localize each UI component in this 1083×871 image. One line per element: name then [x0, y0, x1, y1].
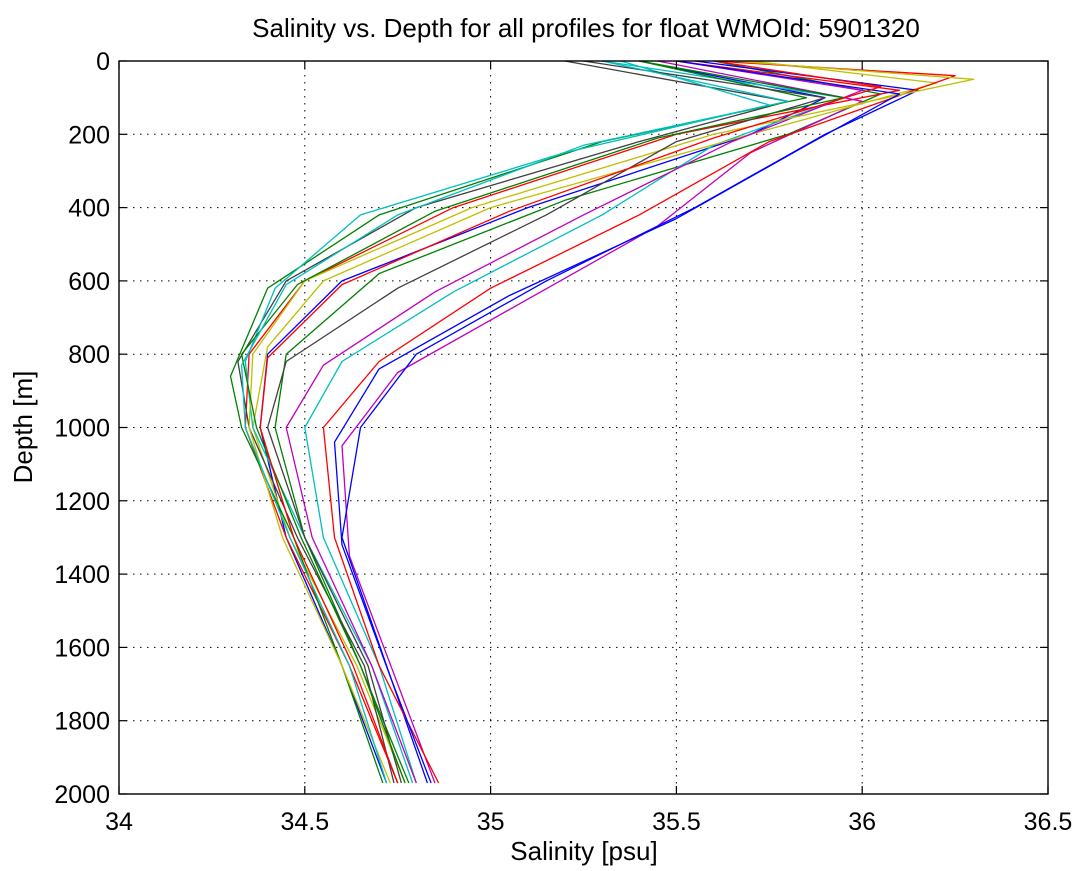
profile-line: [304, 60, 845, 784]
y-tick-label: 800: [68, 341, 110, 369]
y-tick-label: 2000: [54, 781, 110, 809]
y-tick-label: 600: [68, 268, 110, 296]
profile-line: [240, 60, 845, 784]
profile-line: [244, 60, 770, 784]
y-tick-label: 1600: [54, 634, 110, 662]
plot-area-frame: [118, 60, 1049, 795]
y-tick-label: 1800: [54, 708, 110, 736]
profile-line: [341, 60, 863, 784]
y-axis-label: Depth [m]: [8, 371, 38, 484]
x-tick-label: 35.5: [652, 808, 701, 836]
profile-line: [341, 60, 919, 784]
profile-line: [266, 60, 826, 784]
y-tick-label: 1400: [54, 561, 110, 589]
chart-title: Salinity vs. Depth for all profiles for …: [252, 13, 920, 43]
y-tick-label: 0: [96, 48, 110, 76]
y-tick-label: 1200: [54, 488, 110, 516]
grid-lines: [119, 61, 1048, 794]
profile-line: [322, 60, 956, 784]
x-tick-label: 35: [477, 808, 505, 836]
y-tick-label: 400: [68, 195, 110, 223]
profile-line: [240, 60, 789, 784]
profile-line: [244, 60, 901, 784]
profile-line: [285, 60, 863, 784]
y-tick-label: 1000: [54, 415, 110, 443]
profile-line: [237, 60, 789, 784]
profile-line: [333, 60, 901, 784]
axis-ticks: 34 34.5 35 35.5 36 36.5 0 200 400 600 800 1000 1200 1…: [54, 48, 1072, 836]
x-tick-label: 36.5: [1024, 808, 1073, 836]
profile-line: [259, 60, 882, 784]
profile-lines: [229, 60, 975, 784]
y-tick-label: 200: [68, 121, 110, 149]
profile-line: [248, 60, 975, 784]
x-tick-label: 34.5: [280, 808, 329, 836]
profile-line: [259, 60, 826, 784]
x-tick-label: 34: [105, 808, 133, 836]
x-axis-label: Salinity [psu]: [510, 836, 657, 866]
x-tick-label: 36: [848, 808, 876, 836]
profile-line: [252, 60, 938, 784]
